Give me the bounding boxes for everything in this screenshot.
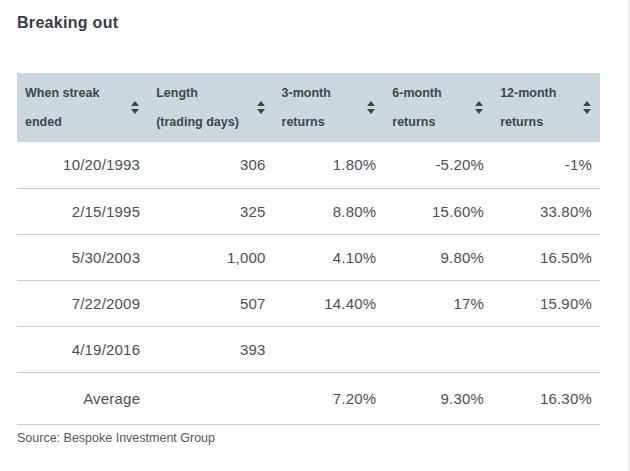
cell-length: 325 (148, 188, 273, 234)
cell-12m-return: 15.90% (492, 280, 600, 326)
cell-12m-return: 33.80% (492, 188, 600, 234)
table-row: 7/22/2009 507 14.40% 17% 15.90% (17, 280, 600, 326)
table-header-row: When streak ended Length (trading days) (17, 73, 600, 142)
table-row: 5/30/2003 1,000 4.10% 9.80% 16.50% (17, 234, 600, 280)
col-header-3-month-returns[interactable]: 3-month returns (274, 73, 385, 142)
cell-6m-return: -5.20% (384, 142, 492, 188)
table-row: 10/20/1993 306 1.80% -5.20% -1% (17, 142, 600, 188)
cell-length: 1,000 (148, 234, 273, 280)
col-header-label: 3-month (282, 79, 331, 108)
col-header-12-month-returns[interactable]: 12-month returns (492, 73, 600, 142)
sort-icon[interactable] (583, 101, 591, 114)
cell-streak-ended: 10/20/1993 (17, 142, 148, 188)
sort-icon[interactable] (257, 101, 265, 114)
page-title: Breaking out (17, 14, 118, 32)
col-header-length[interactable]: Length (trading days) (148, 73, 273, 142)
table-row: 2/15/1995 325 8.80% 15.60% 33.80% (17, 188, 600, 234)
col-header-label: 12-month (500, 79, 556, 108)
cell-12m-return: 16.50% (492, 234, 600, 280)
cell-streak-ended: 2/15/1995 (17, 188, 148, 234)
cell-3m-return: 8.80% (274, 188, 385, 234)
col-header-label: 6-month (392, 79, 441, 108)
table-row: 4/19/2016 393 (17, 326, 600, 372)
cell-6m-return: 9.80% (384, 234, 492, 280)
col-header-6-month-returns[interactable]: 6-month returns (384, 73, 492, 142)
col-header-label: returns (392, 108, 441, 137)
col-header-label: When streak (25, 79, 99, 108)
cell-6m-return (384, 326, 492, 372)
col-header-label: returns (500, 108, 556, 137)
cell-12m-return (492, 326, 600, 372)
streak-returns-table: When streak ended Length (trading days) (17, 73, 600, 425)
cell-3m-return: 1.80% (274, 142, 385, 188)
sort-icon[interactable] (367, 101, 375, 114)
source-note: Source: Bespoke Investment Group (17, 431, 215, 445)
cell-average-label: Average (17, 372, 148, 424)
col-header-when-streak-ended[interactable]: When streak ended (17, 73, 148, 142)
cell-6m-return: 15.60% (384, 188, 492, 234)
cell-length: 306 (148, 142, 273, 188)
page: Breaking out When streak ended (0, 0, 630, 471)
col-header-label: returns (282, 108, 331, 137)
cell-3m-return (274, 326, 385, 372)
cell-streak-ended: 5/30/2003 (17, 234, 148, 280)
cell-12m-return: -1% (492, 142, 600, 188)
col-header-label: ended (25, 108, 99, 137)
cell-12m-return: 16.30% (492, 372, 600, 424)
table-row-average: Average 7.20% 9.30% 16.30% (17, 372, 600, 424)
cell-6m-return: 17% (384, 280, 492, 326)
cell-6m-return: 9.30% (384, 372, 492, 424)
sort-icon[interactable] (475, 101, 483, 114)
sort-icon[interactable] (131, 101, 139, 114)
col-header-label: (trading days) (156, 108, 239, 137)
cell-length: 393 (148, 326, 273, 372)
cell-3m-return: 7.20% (274, 372, 385, 424)
cell-length: 507 (148, 280, 273, 326)
cell-3m-return: 4.10% (274, 234, 385, 280)
cell-streak-ended: 7/22/2009 (17, 280, 148, 326)
cell-length (148, 372, 273, 424)
cell-3m-return: 14.40% (274, 280, 385, 326)
cell-streak-ended: 4/19/2016 (17, 326, 148, 372)
col-header-label: Length (156, 79, 239, 108)
